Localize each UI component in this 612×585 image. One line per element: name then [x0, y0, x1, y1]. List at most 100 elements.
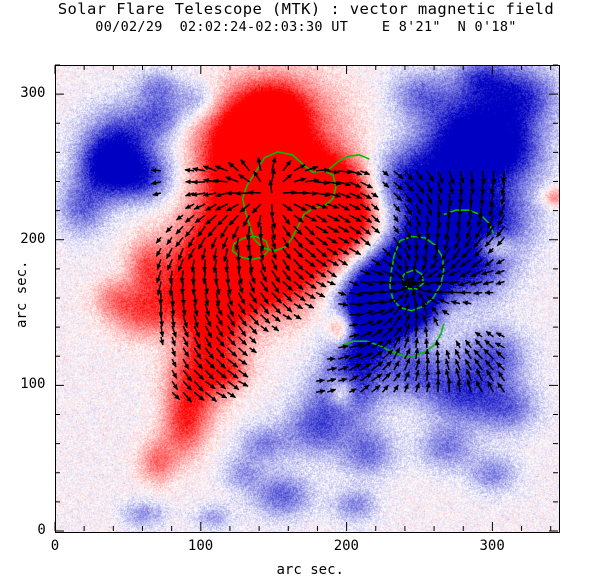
field-vector	[179, 270, 185, 284]
field-vector	[204, 336, 212, 349]
intensity-contour	[326, 153, 370, 172]
field-vector	[415, 358, 421, 371]
field-vector	[238, 347, 248, 357]
field-vector	[445, 349, 451, 360]
field-vector	[371, 192, 379, 198]
field-vector	[213, 178, 228, 184]
field-vector	[403, 383, 409, 393]
field-vector	[371, 269, 384, 276]
field-vector	[444, 358, 450, 371]
field-vector	[473, 349, 483, 360]
field-vector	[414, 237, 420, 251]
field-vector	[435, 368, 441, 382]
field-vector	[474, 358, 483, 371]
field-vector	[348, 375, 359, 382]
field-vector	[464, 359, 472, 371]
field-vector	[215, 325, 224, 338]
field-vector	[480, 181, 486, 195]
field-vector	[459, 170, 465, 184]
field-vector	[436, 269, 450, 278]
field-vector	[359, 203, 372, 212]
field-vector	[175, 236, 184, 248]
field-vector	[426, 288, 439, 294]
field-vector	[348, 236, 361, 245]
field-vector	[215, 380, 227, 390]
field-vector	[315, 203, 328, 209]
x-axis-title: arc sec.	[276, 562, 344, 578]
field-vector	[226, 203, 239, 212]
field-vector	[417, 270, 428, 281]
field-vector	[182, 380, 193, 391]
field-vector	[237, 325, 247, 337]
field-vector	[421, 301, 428, 315]
field-vector	[238, 380, 249, 388]
field-vector	[170, 292, 176, 307]
field-vector	[193, 358, 204, 370]
field-vector	[282, 247, 292, 260]
field-vector	[487, 214, 495, 229]
field-vector	[337, 203, 350, 212]
field-vector	[471, 258, 483, 268]
field-vector	[212, 248, 218, 261]
field-vector	[462, 300, 472, 306]
field-vector	[338, 354, 351, 360]
field-vector	[425, 214, 431, 228]
field-vector	[293, 314, 302, 320]
field-vector	[338, 192, 352, 199]
field-vector	[327, 377, 337, 383]
field-vector	[171, 325, 177, 338]
field-vector	[414, 369, 420, 382]
field-vector	[338, 377, 348, 383]
field-vector	[304, 178, 320, 184]
field-vector	[327, 169, 340, 175]
field-vector	[494, 342, 505, 349]
field-vector	[238, 369, 249, 378]
field-vector	[417, 292, 428, 305]
field-vector	[304, 165, 319, 172]
field-vector	[430, 258, 439, 270]
field-vector	[459, 269, 472, 278]
field-vector	[159, 336, 165, 346]
field-vector	[215, 347, 225, 359]
field-vector	[371, 279, 386, 286]
field-vector	[219, 225, 229, 239]
field-vector	[393, 347, 401, 360]
field-vector	[473, 236, 483, 249]
field-vector	[182, 336, 189, 347]
field-vector	[349, 170, 363, 176]
figure-title: Solar Flare Telescope (MTK) : vector mag…	[57, 0, 555, 18]
field-vector	[487, 380, 495, 393]
field-vector	[201, 270, 207, 284]
field-vector	[495, 350, 506, 360]
field-vector	[423, 237, 429, 251]
field-vector	[454, 236, 461, 250]
field-vector	[182, 391, 193, 403]
field-vector	[282, 292, 293, 302]
field-vector	[326, 236, 338, 245]
field-vector	[474, 339, 483, 349]
field-vector	[293, 280, 304, 291]
field-vector	[304, 225, 316, 236]
field-vector	[315, 225, 329, 234]
field-vector	[177, 248, 184, 261]
field-vector	[194, 214, 206, 224]
field-vector	[304, 190, 318, 196]
field-vector	[404, 170, 414, 181]
field-vector	[214, 165, 228, 172]
field-vector	[438, 298, 450, 305]
field-vector	[404, 225, 412, 240]
field-vector	[338, 291, 347, 296]
field-vector	[404, 348, 411, 360]
field-vector	[156, 270, 162, 284]
field-vector	[338, 344, 349, 350]
field-vector	[403, 270, 411, 284]
field-vector	[436, 204, 442, 218]
field-vector	[393, 269, 404, 280]
field-vector	[415, 203, 422, 216]
field-vector	[447, 192, 453, 206]
field-vector	[348, 181, 362, 189]
field-vector	[197, 225, 206, 238]
field-vector	[238, 173, 251, 183]
field-vector	[415, 181, 425, 194]
field-vector	[382, 308, 395, 316]
